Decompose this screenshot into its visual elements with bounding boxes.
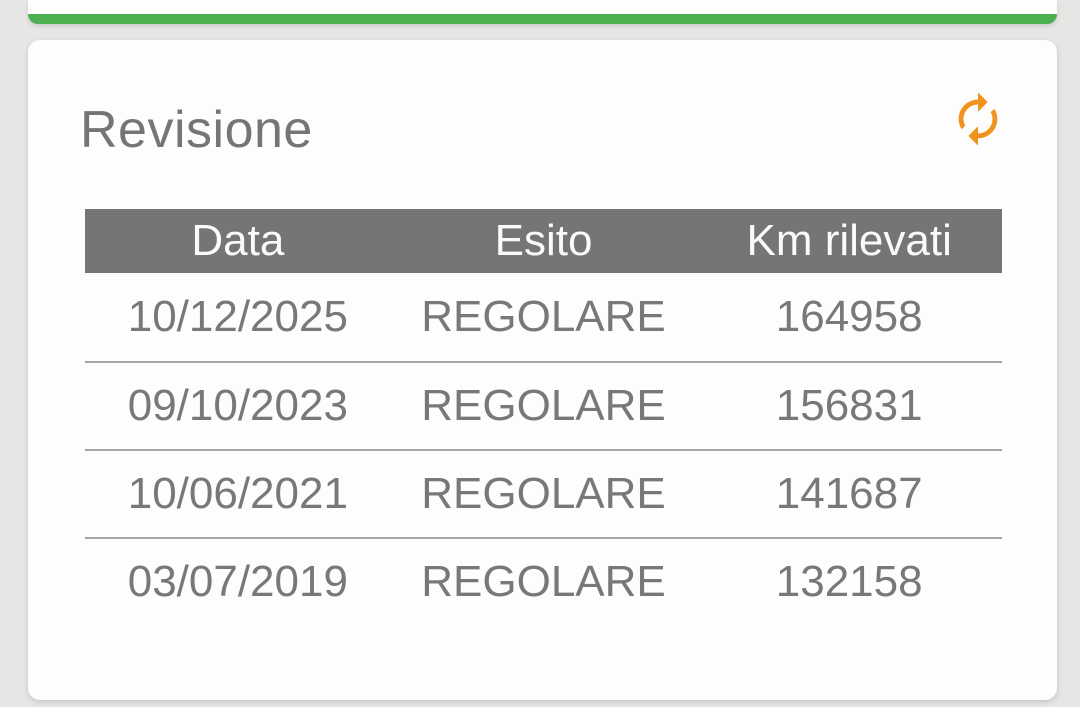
- cell-esito: REGOLARE: [421, 292, 666, 341]
- cell-data: 09/10/2023: [127, 381, 348, 430]
- refresh-button[interactable]: [949, 90, 1007, 148]
- cell-km: 141687: [775, 469, 923, 518]
- autorenew-icon: [949, 90, 1007, 148]
- cell-esito: REGOLARE: [421, 381, 666, 430]
- table-row: 09/10/2023 REGOLARE 156831: [85, 361, 1002, 449]
- cell-data: 10/06/2021: [127, 469, 348, 518]
- revision-table: Data Esito Km rilevati 10/12/2025 REGOLA…: [85, 209, 1002, 625]
- column-header-data: Data: [191, 216, 285, 265]
- page-title: Revisione: [80, 101, 313, 159]
- column-header-km-rilevati: Km rilevati: [746, 216, 952, 265]
- column-header-esito: Esito: [494, 216, 593, 265]
- table-row: 03/07/2019 REGOLARE 132158: [85, 537, 1002, 625]
- table-row: 10/12/2025 REGOLARE 164958: [85, 273, 1002, 361]
- table-header-row: Data Esito Km rilevati: [85, 209, 1002, 273]
- cell-km: 156831: [775, 381, 923, 430]
- cell-esito: REGOLARE: [421, 469, 666, 518]
- cell-km: 132158: [775, 557, 923, 606]
- cell-data: 03/07/2019: [127, 557, 348, 606]
- cell-esito: REGOLARE: [421, 557, 666, 606]
- previous-card-green-accent: [28, 0, 1057, 24]
- revisione-card: Revisione Data Esito Km rilevati 10/12/2…: [28, 40, 1057, 700]
- cell-data: 10/12/2025: [127, 292, 348, 341]
- cell-km: 164958: [775, 292, 923, 341]
- table-row: 10/06/2021 REGOLARE 141687: [85, 449, 1002, 537]
